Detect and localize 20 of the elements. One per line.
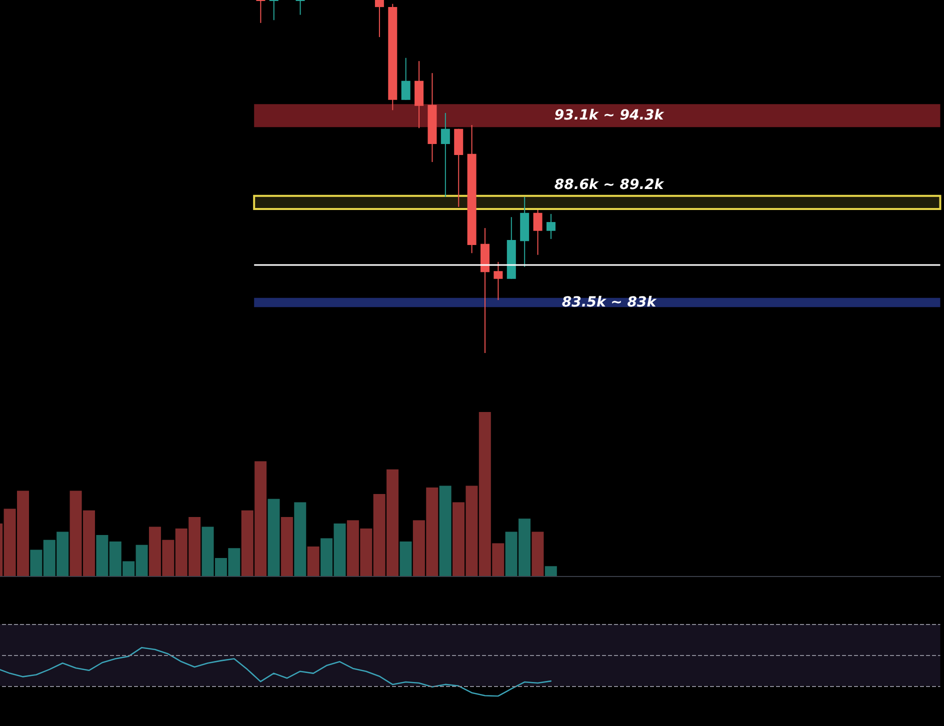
bar (308, 546, 320, 576)
bar (268, 498, 280, 576)
candlestick (269, 0, 278, 21)
candlestick (296, 0, 305, 16)
candlestick (494, 261, 503, 301)
candlestick (401, 57, 410, 100)
candlestick (546, 213, 556, 240)
candlestick (374, 0, 384, 38)
band-label: 83.5k ~ 83k (562, 294, 658, 311)
bar (532, 532, 544, 576)
band-label: 88.6k ~ 89.2k (554, 176, 666, 193)
bar (281, 516, 294, 576)
band-label: 93.1k ~ 94.3k (554, 108, 666, 124)
bar (400, 542, 412, 576)
bar (545, 566, 558, 576)
candlestick (533, 210, 542, 256)
bar (440, 486, 452, 576)
candlestick (256, 0, 266, 24)
bar (294, 502, 306, 576)
candlestick (440, 112, 450, 198)
